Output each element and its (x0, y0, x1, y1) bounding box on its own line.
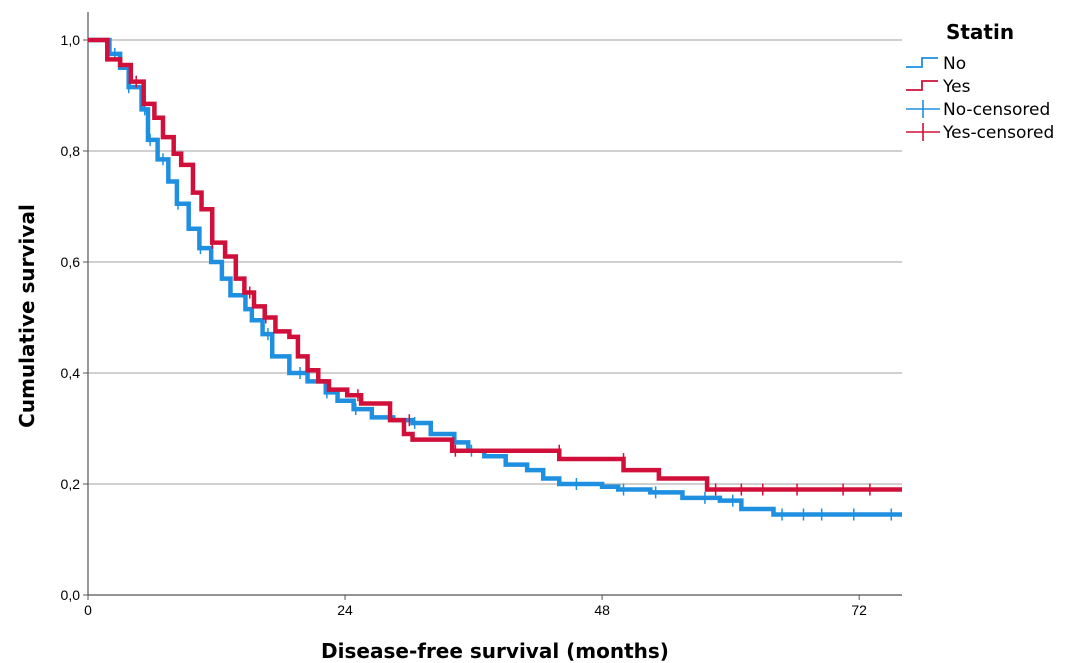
x-tick-label-0: 0 (84, 602, 92, 618)
legend-item-yes-censored: Yes-censored (906, 123, 1054, 143)
legend-line-swatch (906, 80, 938, 91)
y-tick-label-1: 0,2 (61, 476, 81, 492)
tick-labels: 0,0 0,2 0,4 0,6 0,8 1,0 0 24 48 72 (61, 32, 868, 618)
legend-item-no-censored: No-censored (906, 100, 1050, 120)
legend-item-no: No (906, 54, 966, 74)
x-tick-label-2: 48 (594, 602, 610, 618)
series-no (88, 37, 902, 521)
legend-label: Yes-censored (942, 123, 1054, 143)
y-tick-label-0: 0,0 (61, 587, 81, 603)
x-tick-label-1: 24 (337, 602, 353, 618)
legend-title: Statin (946, 20, 1014, 44)
axes (87, 12, 902, 596)
legend-label: Yes (942, 77, 971, 97)
y-tick-label-5: 1,0 (61, 32, 81, 48)
series-line-no (88, 37, 902, 517)
x-tick-label-3: 72 (851, 602, 867, 618)
legend-item-yes: Yes (906, 77, 971, 97)
series-yes (88, 37, 902, 496)
legend-items: No Yes No-censored Yes-censored (906, 54, 1054, 143)
series-line-yes (88, 37, 902, 492)
legend-line-swatch (906, 57, 938, 68)
y-tick-label-3: 0,6 (61, 254, 81, 270)
series-layer (88, 37, 902, 521)
y-tick-label-2: 0,4 (61, 365, 81, 381)
legend: Statin No Yes No-censored Yes-censored (906, 20, 1054, 143)
y-axis-title: Cumulative survival (15, 204, 39, 428)
x-axis-title: Disease-free survival (months) (321, 639, 669, 663)
y-tick-label-4: 0,8 (61, 143, 81, 159)
legend-label: No (943, 54, 966, 74)
legend-label: No-censored (943, 100, 1050, 120)
